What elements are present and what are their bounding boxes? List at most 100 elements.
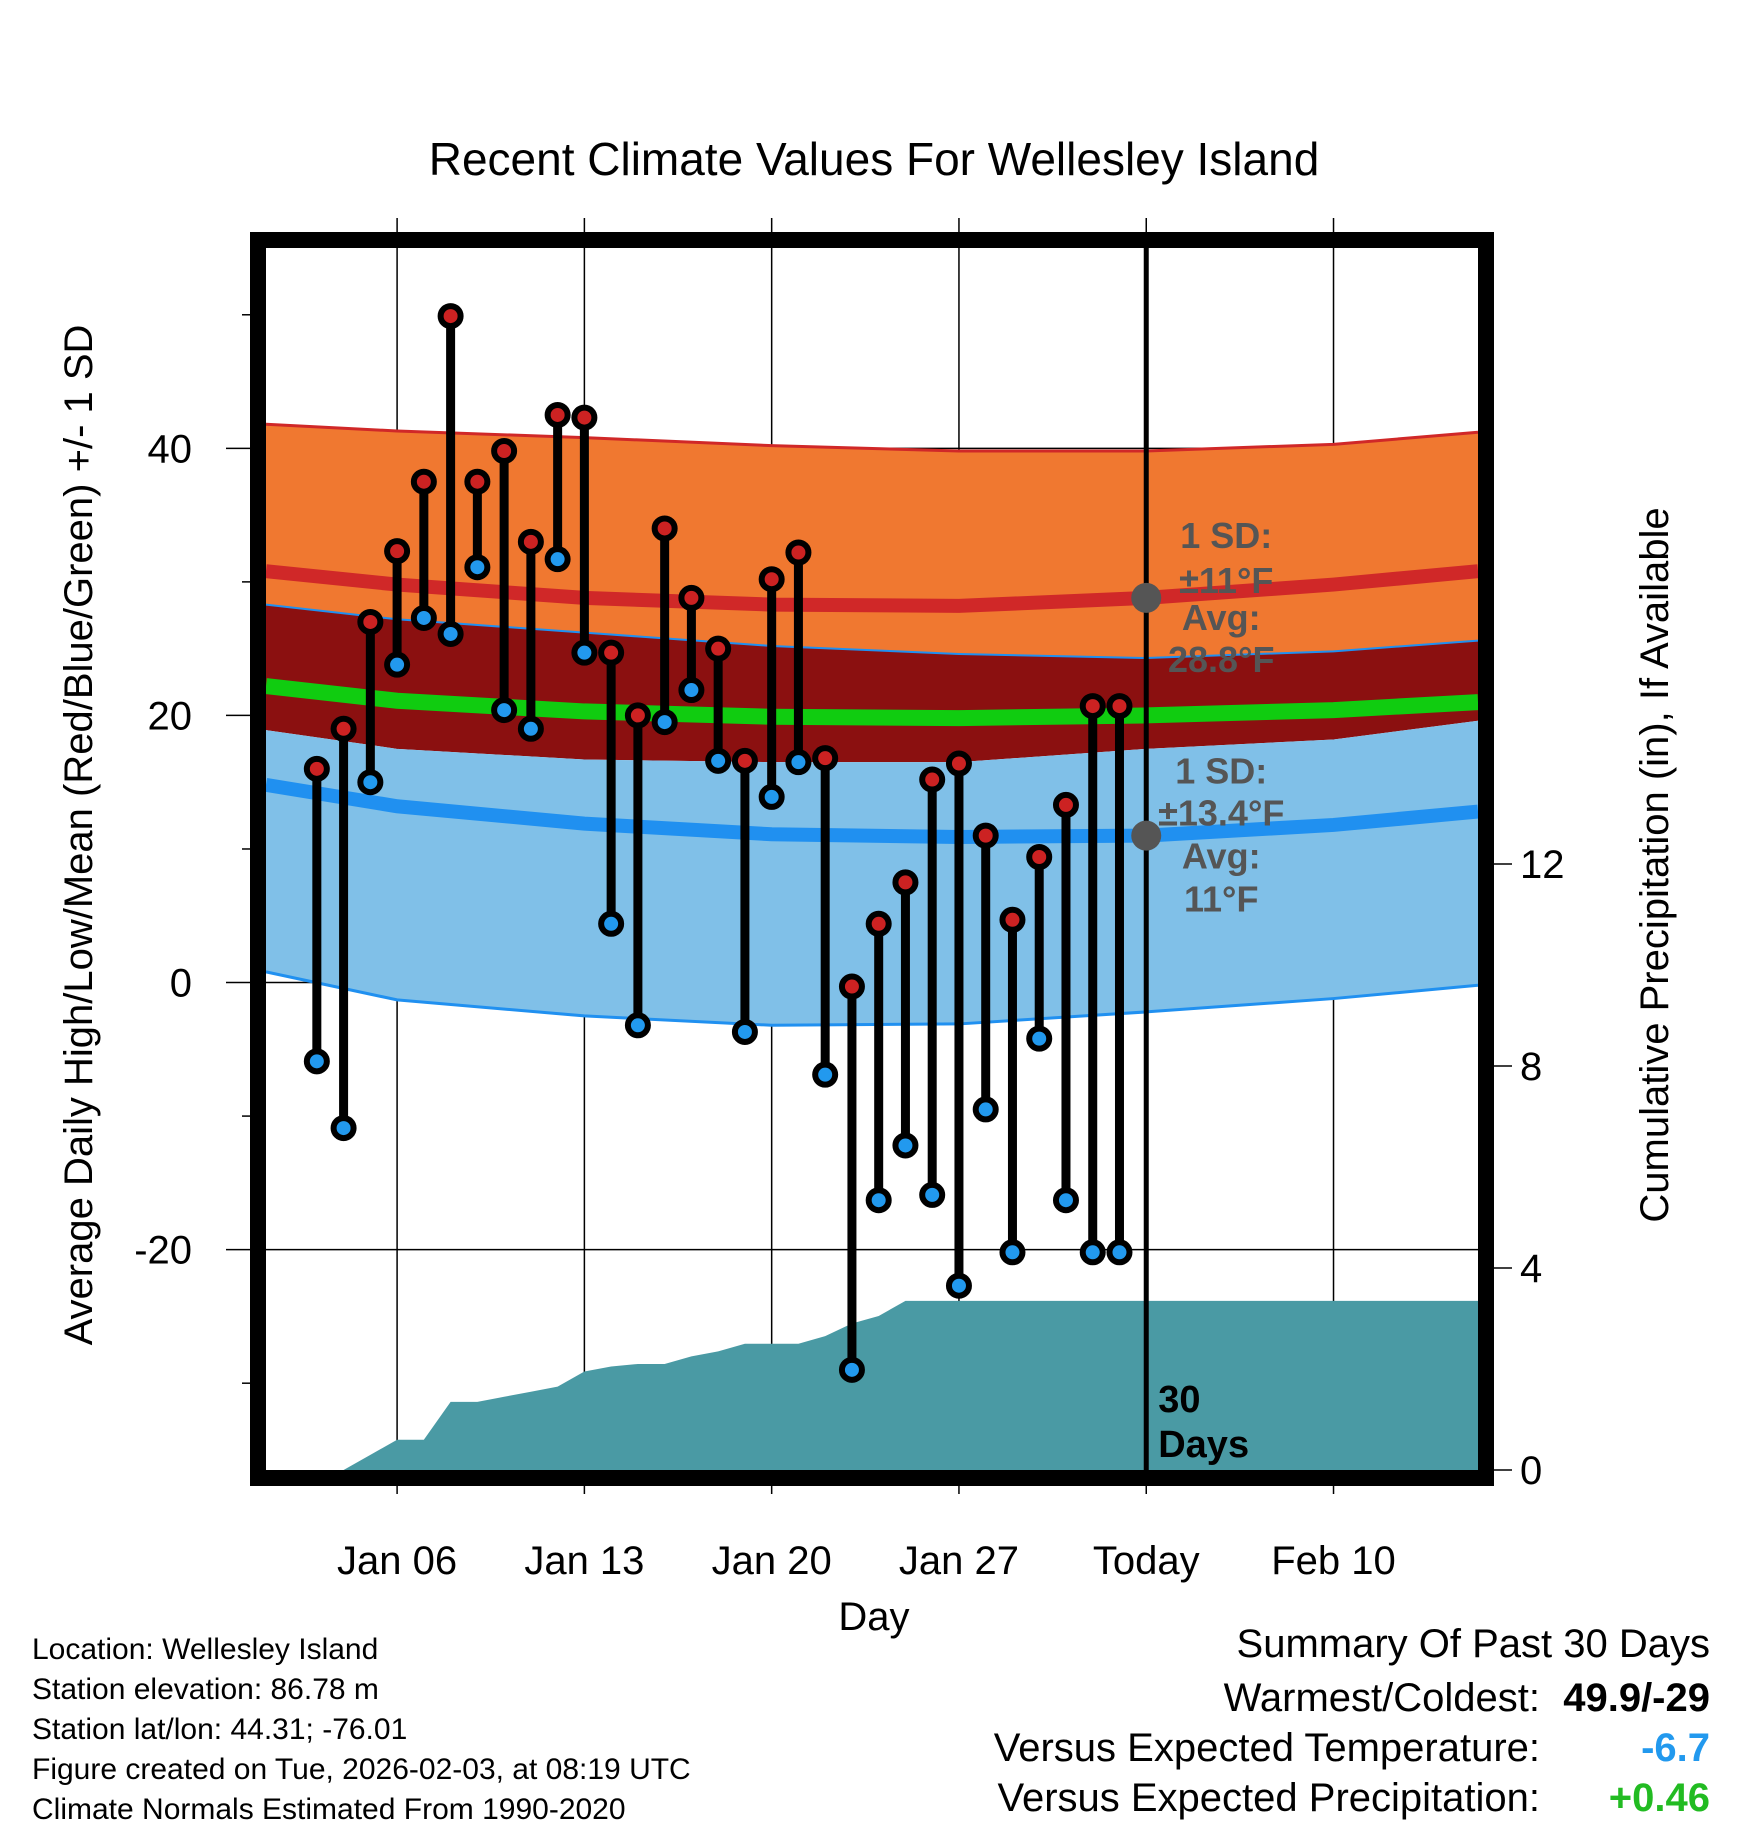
- daily-range-bars: [312, 316, 1124, 1370]
- daily-high-point: [785, 539, 812, 566]
- daily-high-point: [571, 404, 598, 431]
- x-tick-label: Jan 13: [524, 1539, 644, 1583]
- low-sd-annotation-text: Avg:: [1182, 836, 1261, 877]
- station-info: Location: Wellesley Island Station eleva…: [32, 1630, 691, 1830]
- daily-low-point: [517, 715, 544, 742]
- daily-low-point: [357, 769, 384, 796]
- y-axis-label: Average Daily High/Low/Mean (Red/Blue/Gr…: [57, 325, 101, 1346]
- temp-vs-expected-label: Versus Expected Temperature:: [993, 1726, 1540, 1770]
- y2-tick-label: 8: [1520, 1045, 1542, 1089]
- daily-low-point: [651, 709, 678, 736]
- chart-title: Recent Climate Values For Wellesley Isla…: [429, 133, 1320, 185]
- daily-high-point: [517, 528, 544, 555]
- elevation-text: Station elevation: 86.78 m: [32, 1673, 379, 1706]
- daily-low-point: [437, 620, 464, 647]
- mean-average-line: [265, 678, 1479, 727]
- low-lower-edge: [265, 970, 1479, 1027]
- daily-high-point: [1052, 791, 1079, 818]
- daily-high-point: [972, 822, 999, 849]
- daily-high-point: [651, 515, 678, 542]
- daily-low-point: [571, 639, 598, 666]
- latlon-text: Station lat/lon: 44.31; -76.01: [32, 1713, 408, 1746]
- high-sd-annotation-text: 1 SD:: [1180, 515, 1272, 556]
- location-text: Location: Wellesley Island: [32, 1633, 379, 1666]
- precip-fill: [316, 1300, 1478, 1470]
- precip-vs-expected-label: Versus Expected Precipitation:: [997, 1776, 1540, 1820]
- daily-high-point: [384, 538, 411, 565]
- daily-low-point: [865, 1187, 892, 1214]
- y-tick-label: -20: [134, 1229, 192, 1273]
- daily-high-point: [838, 973, 865, 1000]
- daily-low-point: [624, 1012, 651, 1039]
- low-average-line: [264, 777, 1479, 844]
- daily-low-point: [330, 1115, 357, 1142]
- precip-vs-expected-value: +0.46: [1608, 1776, 1710, 1820]
- daily-low-point: [1106, 1239, 1133, 1266]
- daily-high-point: [624, 702, 651, 729]
- daily-high-point: [357, 608, 384, 635]
- daily-high-point: [705, 635, 732, 662]
- low-sd-band: [266, 720, 1478, 1026]
- daily-high-point: [330, 715, 357, 742]
- daily-high-point: [491, 437, 518, 464]
- daily-low-point: [838, 1356, 865, 1383]
- daily-high-point: [598, 639, 625, 666]
- temp-vs-expected-value: -6.7: [1641, 1726, 1710, 1770]
- daily-low-point: [464, 554, 491, 581]
- daily-high-point: [437, 303, 464, 330]
- y-tick-label: 40: [148, 427, 193, 471]
- daily-low-point: [544, 546, 571, 573]
- daily-low-point: [1052, 1187, 1079, 1214]
- daily-low-point: [999, 1239, 1026, 1266]
- window-label-days-count: 30: [1158, 1379, 1200, 1421]
- daily-high-point: [919, 766, 946, 793]
- low-sd-annotation-text: 11°F: [1184, 879, 1258, 920]
- plot-frame: [250, 232, 1494, 1486]
- daily-high-point: [999, 906, 1026, 933]
- daily-points: [303, 303, 1133, 1383]
- daily-high-point: [410, 468, 437, 495]
- daily-high-point: [892, 869, 919, 896]
- daily-high-point: [678, 584, 705, 611]
- daily-high-point: [758, 566, 785, 593]
- warmest-value: 49.9/-29: [1563, 1676, 1710, 1720]
- window-label-days: Days: [1158, 1424, 1249, 1466]
- y2-tick-label: 0: [1520, 1449, 1542, 1493]
- normals-text: Climate Normals Estimated From 1990-2020: [32, 1793, 626, 1826]
- daily-low-point: [785, 749, 812, 776]
- daily-high-point: [544, 401, 571, 428]
- summary-title: Summary Of Past 30 Days: [1236, 1622, 1710, 1666]
- high-sd-annotation-text: 28.8°F: [1168, 639, 1274, 680]
- daily-high-point: [1106, 693, 1133, 720]
- y-tick-label: 20: [148, 694, 193, 738]
- daily-high-point: [1026, 843, 1053, 870]
- high-sd-annotation-text: ±11°F: [1179, 560, 1273, 601]
- daily-low-point: [892, 1132, 919, 1159]
- daily-high-point: [303, 755, 330, 782]
- daily-low-point: [972, 1096, 999, 1123]
- x-tick-label: Today: [1093, 1539, 1200, 1583]
- plot-border: [250, 232, 1494, 1486]
- daily-low-point: [758, 783, 785, 810]
- created-text: Figure created on Tue, 2026-02-03, at 08…: [32, 1753, 691, 1786]
- daily-low-point: [812, 1061, 839, 1088]
- high-upper-edge: [265, 422, 1479, 453]
- daily-low-point: [731, 1018, 758, 1045]
- daily-low-point: [1026, 1025, 1053, 1052]
- mid-band: [266, 604, 1478, 763]
- daily-low-point: [491, 697, 518, 724]
- x-tick-label: Jan 06: [337, 1539, 457, 1583]
- y2-tick-label: 12: [1520, 843, 1565, 887]
- daily-low-point: [678, 677, 705, 704]
- low-sd-annotation-marker: [1131, 820, 1162, 851]
- y2-tick-label: 4: [1520, 1247, 1542, 1291]
- low-sd-annotation-text: 1 SD:: [1175, 751, 1267, 792]
- daily-low-point: [384, 651, 411, 678]
- y2-axis-label: Cumulative Precipitation (in), If Availa…: [1633, 507, 1677, 1222]
- daily-low-point: [410, 604, 437, 631]
- daily-high-point: [945, 750, 972, 777]
- x-tick-label: Feb 10: [1271, 1539, 1396, 1583]
- low-sd-annotation-text: ±13.4°F: [1158, 793, 1284, 834]
